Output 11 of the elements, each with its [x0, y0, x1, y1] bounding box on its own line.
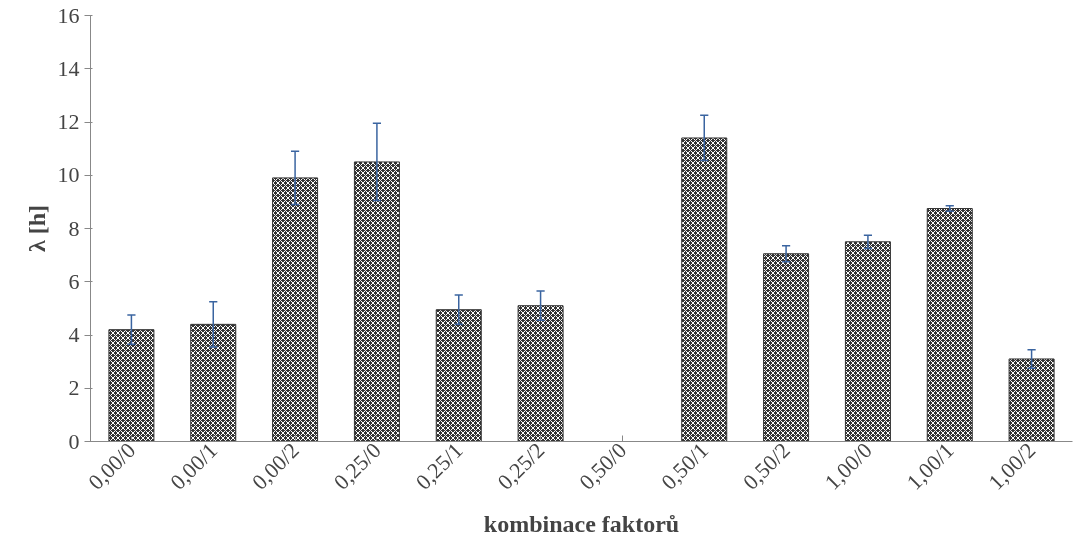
y-tick-label: 12 [57, 109, 80, 134]
y-axis-title: λ [h] [23, 204, 50, 253]
y-tick-label: 6 [68, 268, 80, 294]
y-tick-label: 0 [68, 428, 80, 454]
y-tick-label: 14 [57, 55, 80, 81]
y-tick-label: 2 [68, 375, 80, 401]
y-tick-label: 4 [68, 322, 80, 347]
x-axis-title: kombinace faktorů [483, 511, 680, 538]
y-tick-label: 8 [68, 215, 80, 241]
y-tick-label: 16 [57, 2, 80, 28]
y-tick-label: 10 [57, 162, 80, 188]
